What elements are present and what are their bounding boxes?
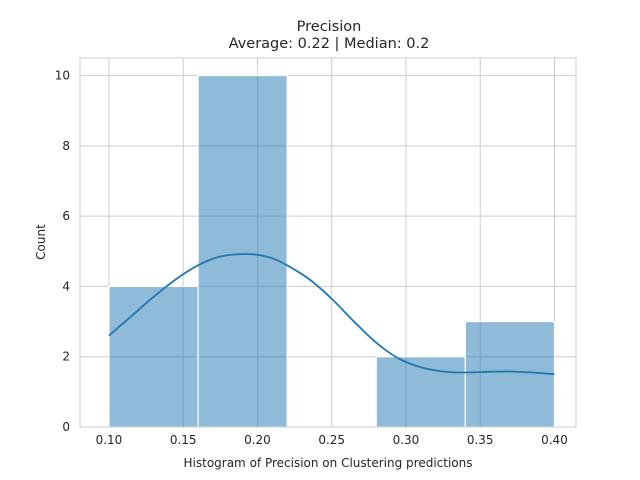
y-tick-label: 8	[62, 139, 70, 153]
chart-subtitle: Average: 0.22 | Median: 0.2	[229, 36, 430, 52]
x-axis-ticks: 0.10 0.15 0.20 0.25 0.30 0.35 0.40	[96, 433, 568, 447]
histogram-bar	[464, 320, 556, 428]
y-tick-label: 4	[62, 279, 70, 293]
y-tick-label: 2	[62, 350, 70, 364]
kde-curve-group	[108, 253, 555, 376]
x-tick-label: 0.30	[393, 433, 420, 447]
x-tick-label: 0.20	[244, 433, 271, 447]
y-tick-label: 10	[55, 69, 70, 83]
histogram-bar	[197, 74, 288, 428]
chart-title: Precision	[297, 19, 362, 35]
x-tick-label: 0.35	[467, 433, 494, 447]
plot-frame	[79, 57, 577, 428]
x-axis-label: Histogram of Precision on Clustering pre…	[184, 456, 473, 470]
histogram-bars	[108, 74, 556, 428]
x-tick-label: 0.40	[541, 433, 568, 447]
x-tick-label: 0.15	[170, 433, 197, 447]
histogram-bar	[108, 285, 199, 428]
x-tick-label: 0.25	[318, 433, 345, 447]
y-axis-ticks: 0 2 4 6 8 10	[55, 69, 70, 434]
y-tick-label: 0	[62, 420, 70, 434]
y-axis-label: Count	[34, 224, 48, 260]
x-tick-label: 0.10	[96, 433, 123, 447]
y-tick-label: 6	[62, 209, 70, 223]
histogram-bar	[375, 356, 466, 428]
kde-curve	[108, 253, 555, 376]
